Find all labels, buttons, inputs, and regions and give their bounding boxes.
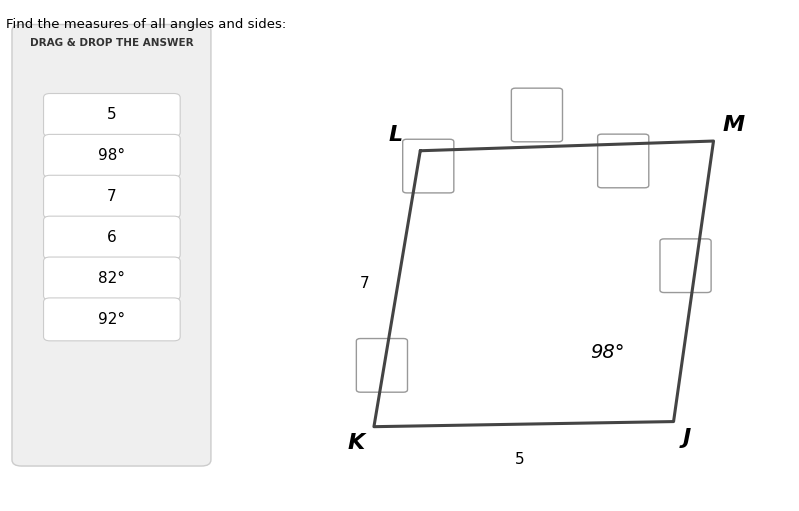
Text: 98°: 98° — [98, 148, 125, 164]
FancyBboxPatch shape — [598, 134, 649, 188]
Text: 6: 6 — [107, 230, 117, 245]
FancyBboxPatch shape — [356, 338, 407, 392]
FancyBboxPatch shape — [44, 257, 181, 300]
Text: K: K — [348, 433, 365, 453]
FancyBboxPatch shape — [511, 88, 562, 142]
Text: 92°: 92° — [98, 312, 125, 327]
Text: 7: 7 — [360, 276, 369, 291]
FancyBboxPatch shape — [12, 25, 211, 466]
Text: DRAG & DROP THE ANSWER: DRAG & DROP THE ANSWER — [30, 38, 193, 49]
Text: 5: 5 — [107, 107, 117, 123]
Text: 7: 7 — [107, 189, 117, 204]
Text: J: J — [682, 428, 690, 448]
FancyBboxPatch shape — [660, 239, 711, 292]
Text: M: M — [722, 115, 745, 135]
FancyBboxPatch shape — [44, 216, 181, 259]
FancyBboxPatch shape — [44, 94, 181, 136]
Text: 98°: 98° — [590, 343, 625, 362]
Text: L: L — [388, 125, 403, 145]
FancyBboxPatch shape — [44, 134, 181, 177]
FancyBboxPatch shape — [44, 175, 181, 218]
Text: Find the measures of all angles and sides:: Find the measures of all angles and side… — [6, 18, 287, 31]
FancyBboxPatch shape — [44, 298, 181, 341]
FancyBboxPatch shape — [403, 139, 454, 193]
Text: 5: 5 — [515, 452, 524, 467]
Text: 82°: 82° — [98, 271, 125, 286]
